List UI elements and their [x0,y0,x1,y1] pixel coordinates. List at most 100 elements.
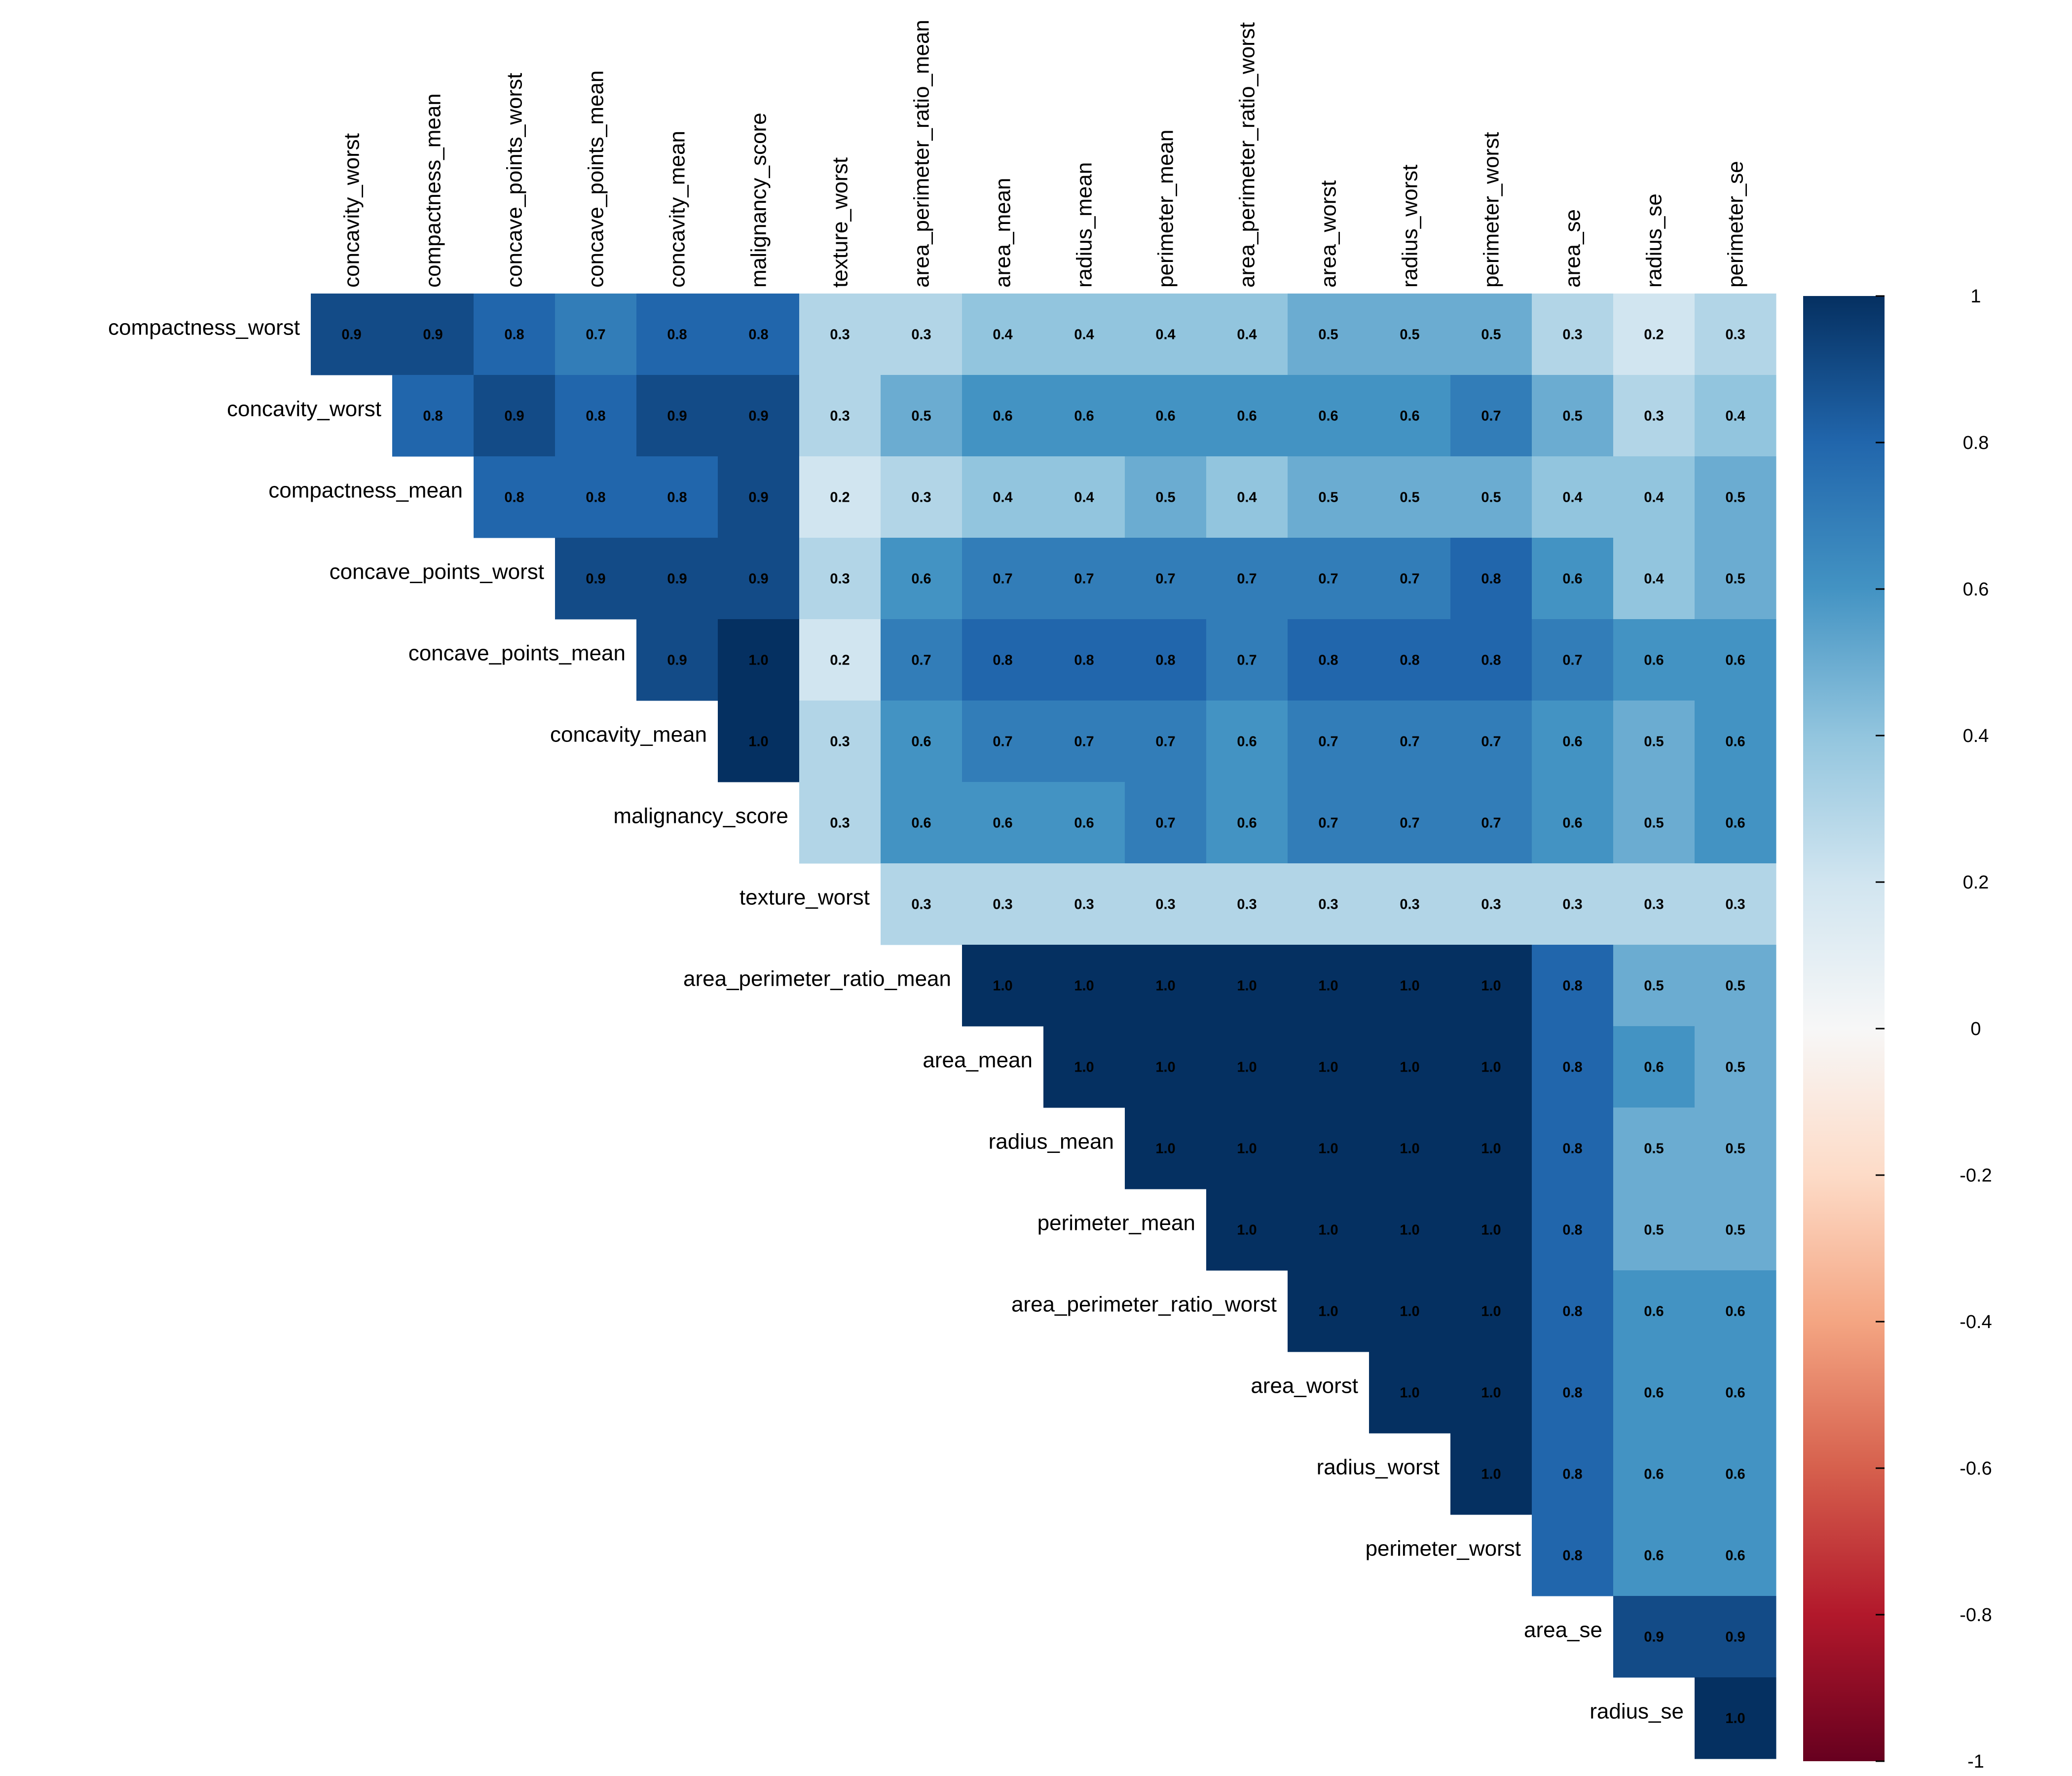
heatmap-cell [1450,375,1532,457]
heatmap-cell [1695,782,1776,864]
cell-value-label: 0.6 [993,815,1012,831]
cell-value-label: 0.6 [1237,734,1257,750]
cell-value-label: 0.4 [1725,408,1745,424]
cell-value-label: 0.8 [1074,653,1094,668]
row-label: perimeter_worst [1366,1537,1521,1561]
heatmap-cell [1369,701,1451,782]
cell-value-label: 0.7 [993,734,1012,750]
heatmap-cell [718,375,800,457]
cell-value-label: 0.5 [1400,327,1419,343]
heatmap-cell [474,375,555,457]
cell-value-label: 0.5 [1481,490,1501,506]
heatmap-cell [1043,701,1125,782]
heatmap-cell [1369,456,1451,538]
heatmap-cell [1206,1026,1288,1108]
row-label: perimeter_mean [1037,1211,1195,1235]
row-label: radius_se [1590,1700,1684,1724]
cell-value-label: 1.0 [1155,1141,1175,1157]
cell-value-label: 0.7 [1481,815,1501,831]
cell-value-label: 0.5 [1725,490,1745,506]
cell-value-label: 0.6 [1644,1304,1664,1320]
cell-value-label: 0.2 [1644,327,1664,343]
cell-value-label: 0.9 [667,571,687,587]
cell-value-label: 1.0 [1400,978,1419,994]
cell-value-label: 0.4 [993,490,1012,506]
cell-value-label: 1.0 [1481,1385,1501,1401]
row-label: area_mean [923,1048,1033,1073]
heatmap-cell [962,375,1044,457]
heatmap-cell [718,294,800,375]
colorbar-tick-label: 1 [1970,286,1981,307]
cell-value-label: 0.8 [1318,653,1338,668]
heatmap-cell [881,701,962,782]
heatmap-cell [1532,863,1614,945]
heatmap-cell [1450,863,1532,945]
cell-value-label: 0.9 [341,327,361,343]
heatmap-cell [1206,1108,1288,1189]
cell-value-label: 0.3 [1155,897,1175,913]
cell-value-label: 0.6 [1237,815,1257,831]
cell-value-label: 0.9 [504,408,524,424]
cell-value-label: 0.5 [1644,978,1664,994]
cell-value-label: 0.6 [1318,408,1338,424]
cell-value-label: 1.0 [1318,1141,1338,1157]
heatmap-cell [799,375,881,457]
cell-value-label: 1.0 [1155,1060,1175,1075]
heatmap-cell [1043,375,1125,457]
cell-value-label: 0.3 [993,897,1012,913]
cell-value-label: 0.7 [1074,571,1094,587]
heatmap-cell [636,619,718,701]
cell-value-label: 0.5 [1644,734,1664,750]
colorbar-tick-label: -1 [1967,1751,1984,1772]
cell-value-label: 0.3 [1725,327,1745,343]
cell-value-label: 0.3 [911,327,931,343]
heatmap-cell [392,294,474,375]
heatmap-cell [1695,945,1776,1027]
heatmap-cell [1125,619,1207,701]
row-label: concavity_worst [227,397,381,421]
heatmap-cell [1206,863,1288,945]
heatmap-cell [1613,1352,1695,1434]
heatmap-cell [1369,1352,1451,1434]
heatmap-cell [962,619,1044,701]
column-label: concavity_mean [666,131,690,288]
cell-value-label: 0.7 [911,653,931,668]
heatmap-cell [1450,294,1532,375]
heatmap-cell [1613,619,1695,701]
colorbar-tick-label: -0.2 [1960,1165,1992,1186]
row-label: radius_worst [1317,1455,1440,1480]
heatmap-cell [1043,782,1125,864]
cell-value-label: 0.6 [911,734,931,750]
cell-value-label: 0.6 [1725,1385,1745,1401]
row-label: area_perimeter_ratio_mean [683,967,951,991]
heatmap-cell [1206,945,1288,1027]
cell-value-label: 0.8 [586,408,605,424]
heatmap-cell [636,456,718,538]
cell-value-label: 0.8 [993,653,1012,668]
heatmap-cell [962,863,1044,945]
cell-value-label: 0.3 [1725,897,1745,913]
heatmap-cell [1695,619,1776,701]
cell-value-label: 0.3 [1318,897,1338,913]
heatmap-cell [555,294,637,375]
cell-value-label: 0.7 [1155,571,1175,587]
heatmap-cell [636,375,718,457]
cell-value-label: 0.6 [1644,653,1664,668]
cell-value-label: 0.9 [667,408,687,424]
heatmap-cell [1450,1189,1532,1271]
cell-value-label: 0.7 [586,327,605,343]
heatmap-cell [799,701,881,782]
column-label: concavity_worst [340,133,364,288]
cell-value-label: 0.7 [1237,653,1257,668]
heatmap-cell [1695,1270,1776,1352]
column-label: area_perimeter_ratio_mean [910,20,934,288]
heatmap-cell [636,538,718,620]
heatmap-cell [1288,863,1369,945]
cell-value-label: 0.6 [911,815,931,831]
heatmap-cell [718,456,800,538]
heatmap-cell [1695,1677,1776,1759]
column-label: compactness_mean [421,93,445,288]
heatmap-cell [1695,1108,1776,1189]
heatmap-cell [1613,1596,1695,1678]
heatmap-cell [1450,1352,1532,1434]
